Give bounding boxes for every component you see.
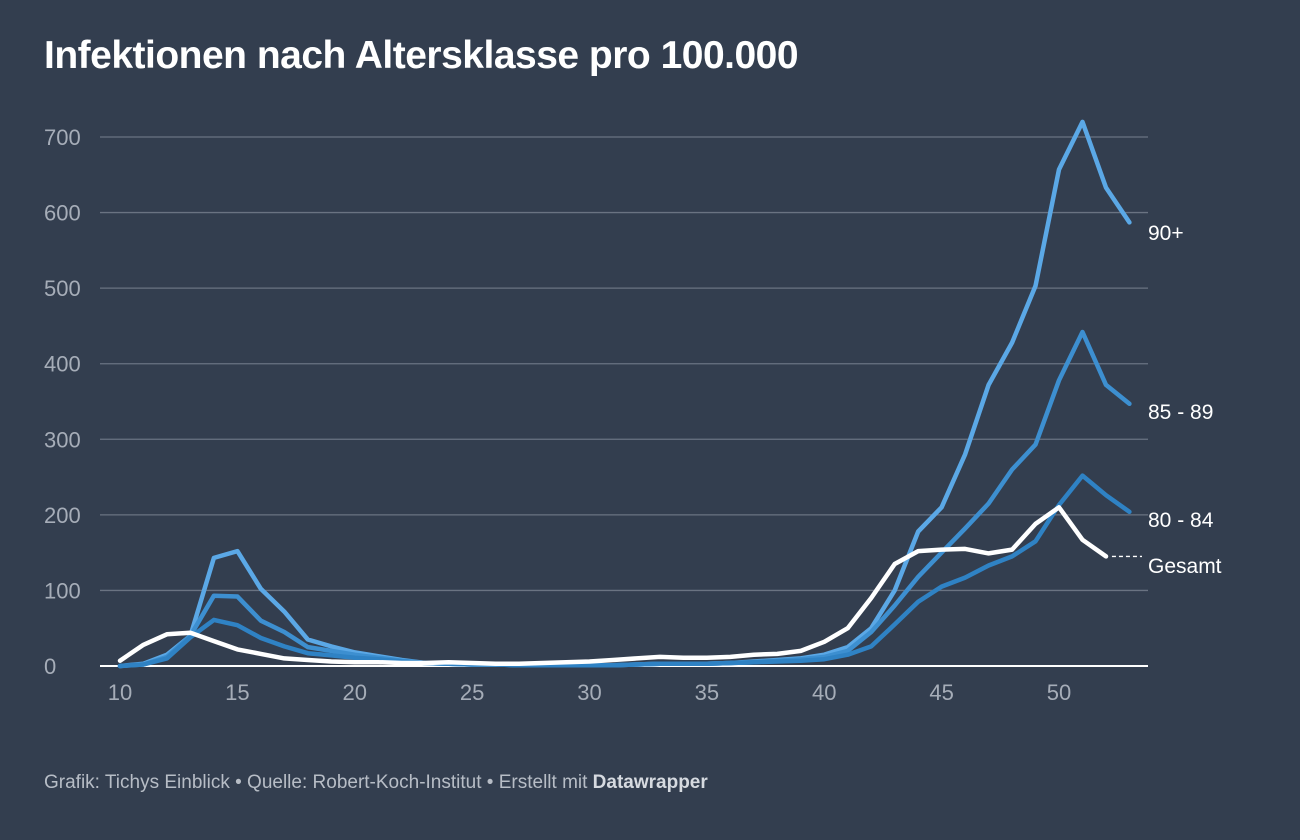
series-line-80-84 [117,473,1132,669]
footer-quelle: Quelle: Robert-Koch-Institut [247,772,482,793]
x-tick-label: 25 [460,680,484,705]
x-tick-label: 40 [812,680,836,705]
x-tick-label: 10 [108,680,132,705]
y-tick-label: 300 [44,427,81,452]
y-tick-label: 700 [44,125,81,150]
footer-grafik: Grafik: Tichys Einblick [44,772,230,793]
x-tick-label: 50 [1047,680,1071,705]
series-line-gesamt [117,505,1109,666]
footer-separator: • [229,772,248,793]
footer-erstellt: Erstellt mit [498,772,593,793]
y-axis-ticks: 0 100 200 300 400 500 600 700 [44,125,81,679]
series-end-label: 90+ [1148,222,1184,245]
x-tick-label: 45 [929,680,953,705]
series-end-label: 80 - 84 [1148,509,1214,532]
y-tick-label: 500 [44,276,81,301]
footer-tool-link[interactable]: Datawrapper [592,772,708,793]
series-lines [117,119,1132,669]
x-tick-label: 35 [695,680,719,705]
x-tick-label: 30 [577,680,601,705]
x-axis-ticks: 10 15 20 25 30 35 40 45 50 [108,680,1071,705]
series-end-label: 85 - 89 [1148,401,1213,424]
y-tick-label: 600 [44,201,81,226]
series-line-90- [117,119,1132,669]
footer-credit: Grafik: Tichys Einblick • Quelle: Robert… [44,772,708,794]
y-tick-label: 400 [44,352,81,377]
line-chart: 0 100 200 300 400 500 600 700 10 15 20 25 30 35 40 45 5… [44,119,1222,705]
series-labels: 90+ 85 - 89 80 - 84 Gesamt [1111,222,1222,578]
grid-lines [100,136,1148,667]
y-tick-label: 100 [44,578,81,603]
y-tick-label: 200 [44,503,81,528]
series-line-85-89 [117,329,1132,669]
chart-title: Infektionen nach Altersklasse pro 100.00… [44,34,799,77]
footer-separator: • [481,772,499,793]
y-tick-label: 0 [44,654,56,679]
x-tick-label: 20 [343,680,367,705]
series-end-label: Gesamt [1148,555,1222,578]
x-tick-label: 15 [225,680,249,705]
